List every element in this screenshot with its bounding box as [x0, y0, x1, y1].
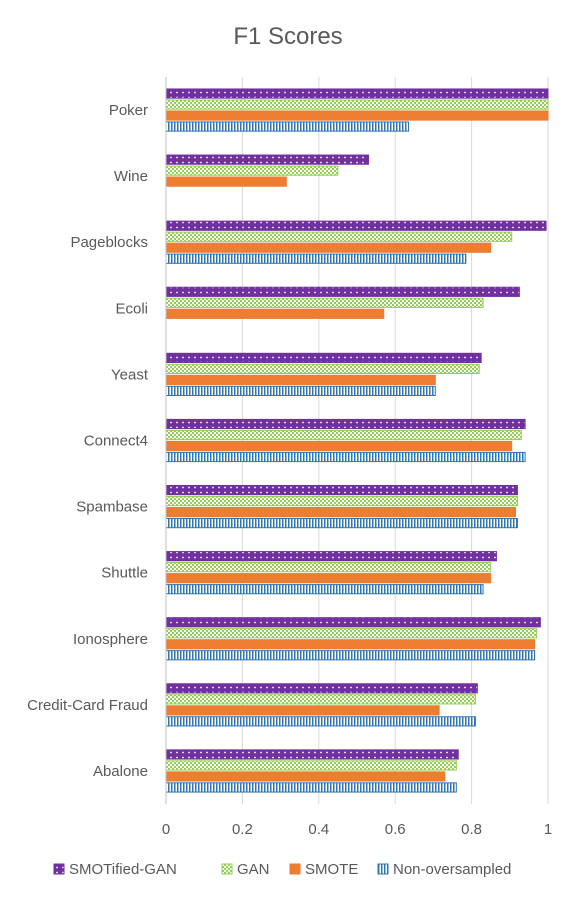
- bar: [165, 286, 520, 297]
- legend-label: SMOTified-GAN: [69, 861, 177, 878]
- x-tick-label: 0.2: [232, 821, 253, 838]
- bar: [165, 484, 518, 496]
- axes: 0 0.2 0.4 0.6 0.8 1 Poker Wine Pageblocks Ecoli Ye…: [27, 77, 552, 838]
- x-tick-label: 1: [544, 821, 552, 838]
- bar: [165, 418, 526, 430]
- bar: [165, 220, 547, 231]
- bar: [165, 639, 536, 650]
- bar: [165, 517, 518, 529]
- bar: [165, 374, 436, 386]
- bar: [165, 650, 536, 661]
- bar: [165, 121, 410, 132]
- bar: [165, 308, 385, 319]
- legend-label: GAN: [237, 861, 270, 878]
- x-tick-label: 0: [162, 821, 170, 838]
- legend-swatch: [221, 863, 233, 875]
- bar: [165, 782, 457, 793]
- category-label: Shuttle: [101, 565, 148, 582]
- category-label: Ionosphere: [73, 631, 148, 648]
- bar: [165, 242, 492, 253]
- category-label: Connect4: [84, 433, 148, 450]
- bar: [165, 440, 513, 452]
- bar: [165, 573, 492, 584]
- bar: [165, 771, 446, 782]
- category-label: Wine: [114, 168, 148, 185]
- legend-label: SMOTE: [305, 861, 358, 878]
- bar: [165, 231, 513, 242]
- bar: [165, 562, 492, 573]
- bar: [165, 429, 522, 441]
- bar: [165, 551, 497, 562]
- bar: [165, 749, 459, 760]
- legend-label: Non-oversampled: [393, 861, 511, 878]
- category-label: Ecoli: [115, 300, 148, 317]
- bar: [165, 297, 484, 308]
- category-label: Pageblocks: [70, 234, 148, 251]
- bar: [165, 352, 482, 364]
- chart-title: F1 Scores: [233, 23, 342, 50]
- category-label: Spambase: [76, 499, 148, 516]
- category-label: Abalone: [93, 763, 148, 780]
- bar: [165, 584, 484, 595]
- bar: [165, 495, 518, 507]
- bars: [165, 88, 549, 793]
- bar: [165, 154, 369, 165]
- bar: [165, 716, 476, 727]
- legend-swatch: [53, 863, 65, 875]
- legend-swatch: [377, 863, 389, 875]
- bar: [165, 694, 476, 705]
- bar: [165, 165, 339, 176]
- bar: [165, 385, 436, 397]
- bar: [165, 176, 287, 187]
- category-label: Yeast: [111, 366, 149, 383]
- x-tick-label: 0.6: [385, 821, 406, 838]
- bar: [165, 628, 538, 639]
- bar: [165, 110, 549, 121]
- bar: [165, 253, 467, 264]
- legend: SMOTified-GAN GAN SMOTE Non-oversampled: [53, 861, 511, 878]
- bar: [165, 88, 549, 99]
- bar: [165, 363, 480, 375]
- legend-swatch: [289, 863, 301, 875]
- x-tick-label: 0.8: [461, 821, 482, 838]
- bar: [165, 760, 457, 771]
- bar: [165, 683, 478, 694]
- category-label: Poker: [109, 102, 148, 119]
- bar: [165, 451, 526, 463]
- bar: [165, 705, 440, 716]
- x-tick-label: 0.4: [308, 821, 329, 838]
- bar: [165, 506, 517, 518]
- category-label: Credit-Card Fraud: [27, 697, 148, 714]
- bar: [165, 99, 549, 110]
- bar: [165, 617, 541, 628]
